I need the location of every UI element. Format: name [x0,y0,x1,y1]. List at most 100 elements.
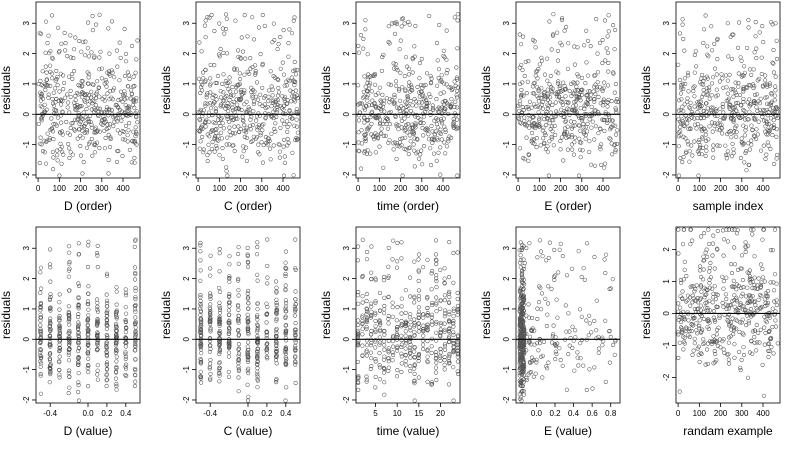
data-point [744,323,749,328]
data-point [713,297,718,302]
data-point [764,95,769,100]
data-point [699,351,704,356]
data-point [589,162,594,167]
y-axis-label: residuals [319,66,333,114]
data-point [408,328,413,333]
data-point [382,343,387,348]
data-point [697,318,702,323]
data-point [199,360,204,365]
data-point [63,48,68,53]
data-point [434,377,439,383]
data-point [678,155,683,161]
data-point [698,145,703,150]
data-point [48,69,53,74]
data-point [208,371,213,376]
data-point [566,133,571,138]
data-point [594,328,599,333]
data-point [403,358,408,364]
data-point [721,347,726,352]
data-point [79,104,84,109]
data-point [774,302,779,308]
data-point [438,350,443,355]
data-point [294,135,299,140]
data-point [681,123,686,128]
data-point [715,93,720,98]
data-point [711,334,716,339]
data-point [85,365,90,371]
data-point [283,271,288,276]
data-point [76,362,81,367]
data-point [245,291,250,296]
data-point [274,377,279,382]
data-point [399,311,404,316]
data-point [224,16,229,21]
data-point [283,249,289,254]
data-point [103,135,108,141]
data-point [114,366,119,371]
data-point [754,92,759,97]
data-point [771,118,776,123]
data-point [236,346,241,351]
data-point [369,89,374,94]
data-point [696,352,701,357]
data-point [690,238,695,243]
plot-frame [515,226,621,404]
data-point [455,341,460,346]
data-point [221,126,226,131]
data-point [267,138,272,144]
data-point [72,128,77,133]
data-point [198,301,203,306]
data-point [123,51,129,56]
data-point [697,268,703,273]
data-point [766,354,771,360]
data-point [420,85,425,91]
data-point [217,310,223,315]
data-point [724,156,729,161]
data-point [416,352,421,357]
data-point [73,93,78,98]
y-tick-label: -1 [662,341,671,349]
data-point [676,108,682,113]
data-point [679,121,684,126]
data-point [209,12,214,18]
data-point [769,99,774,104]
data-point [280,94,285,99]
data-point [204,117,209,122]
data-point [685,96,690,101]
data-point [447,326,452,331]
data-point [704,144,709,149]
data-point [397,98,403,103]
data-point [695,296,700,301]
data-point [438,306,443,311]
data-point [373,329,378,334]
data-point [775,115,780,121]
data-point [442,344,448,349]
data-point [399,344,404,350]
data-point [255,351,260,356]
data-point [762,342,767,347]
y-tick-label: -1 [22,366,31,374]
data-point [438,106,443,111]
data-point [692,336,697,341]
data-point [592,163,598,168]
data-point [520,368,525,373]
data-point [106,26,111,31]
data-point [255,125,260,130]
data-point [696,310,701,315]
data-point [717,143,722,148]
data-point [38,373,43,378]
data-point [707,265,712,270]
data-point [715,343,720,348]
data-point [690,153,695,158]
data-point [403,352,408,357]
data-point [611,342,616,347]
points [198,237,298,403]
data-point [208,90,213,95]
data-point [748,280,753,285]
data-point [611,23,616,28]
data-point [217,269,222,274]
data-point [133,270,138,276]
data-point [293,267,298,272]
data-point [691,348,696,353]
